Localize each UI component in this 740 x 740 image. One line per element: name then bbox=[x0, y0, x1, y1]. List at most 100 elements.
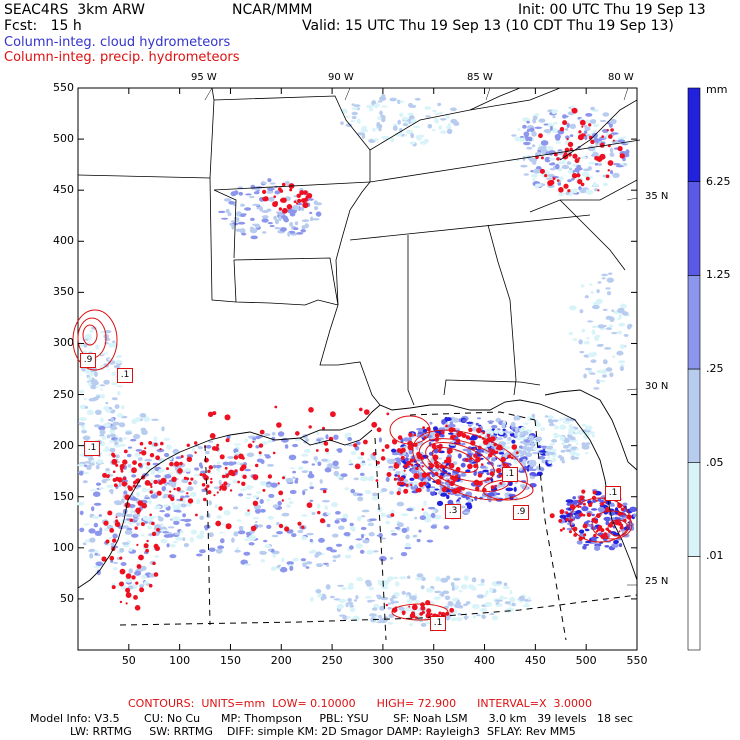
precip-speck bbox=[607, 169, 610, 172]
precip-speck bbox=[420, 602, 425, 608]
precip-speck bbox=[216, 443, 220, 447]
contour-info: CONTOURS: UNITS=mm LOW= 0.10000 HIGH= 72… bbox=[128, 697, 593, 710]
cloud-speck bbox=[227, 456, 235, 459]
cloud-speck bbox=[590, 359, 597, 364]
precip-speck bbox=[154, 442, 158, 447]
cloud-speck bbox=[531, 144, 536, 148]
precip-speck bbox=[448, 462, 455, 469]
cloud-speck bbox=[96, 459, 104, 464]
cloud-speck bbox=[590, 106, 595, 111]
cloud-speck bbox=[190, 529, 197, 535]
precip-speck bbox=[221, 483, 224, 486]
precip-speck bbox=[397, 481, 402, 486]
precip-speck bbox=[111, 458, 118, 465]
cloud-speck bbox=[591, 329, 596, 335]
cloud-speck bbox=[318, 537, 325, 543]
cloud-speck bbox=[554, 425, 559, 430]
cloud-speck bbox=[286, 530, 293, 534]
cloud-speck bbox=[410, 133, 415, 139]
cloud-speck bbox=[90, 384, 97, 390]
cloud-speck bbox=[586, 336, 590, 340]
precip-speck bbox=[211, 446, 217, 451]
cloud-speck bbox=[78, 417, 87, 422]
cloud-speck bbox=[367, 463, 372, 467]
precip-speck bbox=[593, 519, 599, 524]
cloud-speck bbox=[602, 112, 610, 117]
cloud-speck bbox=[127, 585, 134, 590]
precip-speck bbox=[330, 411, 336, 418]
cloud-speck bbox=[425, 115, 431, 118]
precip-speck bbox=[582, 513, 586, 517]
cloud-speck bbox=[183, 543, 189, 548]
cloud-speck bbox=[514, 432, 518, 437]
cloud-speck bbox=[584, 295, 589, 299]
precip-speck bbox=[136, 564, 142, 569]
precip-speck bbox=[180, 455, 184, 458]
cloud-speck bbox=[553, 432, 559, 437]
cloud-speck bbox=[378, 614, 382, 619]
cloud-speck bbox=[168, 483, 175, 486]
precip-speck bbox=[590, 139, 595, 145]
cloud-speck bbox=[292, 470, 296, 474]
cloud-speck bbox=[158, 517, 164, 522]
cloud-speck bbox=[596, 344, 604, 347]
cloud-speck bbox=[609, 118, 617, 125]
cloud-speck bbox=[433, 488, 440, 491]
precip-speck bbox=[567, 189, 571, 193]
cloud-speck bbox=[619, 365, 625, 372]
cloud-speck bbox=[335, 511, 341, 515]
precip-speck bbox=[188, 481, 192, 485]
cloud-speck bbox=[110, 417, 115, 423]
cloud-speck bbox=[349, 604, 354, 608]
cloud-speck bbox=[591, 513, 595, 517]
hydrometeor-field bbox=[76, 93, 637, 627]
cloud-speck bbox=[269, 182, 276, 185]
cloud-speck bbox=[351, 107, 359, 111]
cloud-speck bbox=[511, 439, 516, 444]
precip-speck bbox=[123, 449, 128, 454]
cloud-speck bbox=[159, 510, 166, 513]
cloud-speck bbox=[213, 464, 217, 469]
cloud-speck bbox=[150, 494, 158, 499]
cloud-speck bbox=[128, 568, 133, 574]
cloud-speck bbox=[344, 554, 352, 559]
precip-speck bbox=[119, 556, 123, 560]
precip-speck bbox=[597, 525, 603, 530]
cloud-speck bbox=[407, 575, 411, 579]
cloud-speck bbox=[418, 529, 422, 533]
contour-label: .1 bbox=[430, 616, 446, 631]
cloud-speck bbox=[528, 435, 534, 439]
cloud-speck bbox=[592, 305, 600, 310]
precip-speck bbox=[129, 518, 133, 522]
cloud-speck bbox=[294, 479, 299, 484]
cloud-speck bbox=[161, 486, 167, 492]
cloud-speck bbox=[414, 484, 418, 489]
cloud-speck bbox=[391, 532, 398, 536]
cloud-speck bbox=[81, 430, 88, 434]
precip-speck bbox=[278, 187, 282, 192]
precip-speck bbox=[144, 447, 147, 450]
cloud-speck bbox=[111, 397, 118, 401]
precip-speck bbox=[406, 460, 412, 466]
cloud-speck bbox=[566, 161, 572, 165]
cloud-speck bbox=[301, 460, 309, 464]
precip-speck bbox=[149, 513, 152, 517]
cloud-speck bbox=[571, 163, 578, 167]
y-tick-label: 400 bbox=[53, 234, 74, 248]
cloud-speck bbox=[583, 373, 587, 379]
cloud-speck bbox=[523, 173, 530, 176]
y-tick-label: 250 bbox=[53, 387, 74, 401]
precip-speck bbox=[209, 433, 216, 439]
cloud-speck bbox=[112, 340, 116, 344]
cloud-speck bbox=[223, 198, 232, 202]
cloud-speck bbox=[199, 530, 205, 536]
colorbar-level: 1.25 bbox=[706, 268, 731, 282]
precip-speck bbox=[297, 198, 302, 203]
precip-speck bbox=[446, 449, 452, 455]
cloud-speck bbox=[326, 523, 331, 528]
precip-speck bbox=[559, 528, 563, 532]
lon-label: 80 W bbox=[608, 72, 634, 83]
cloud-speck bbox=[244, 468, 251, 472]
cloud-speck bbox=[305, 561, 313, 565]
cloud-speck bbox=[309, 211, 313, 215]
